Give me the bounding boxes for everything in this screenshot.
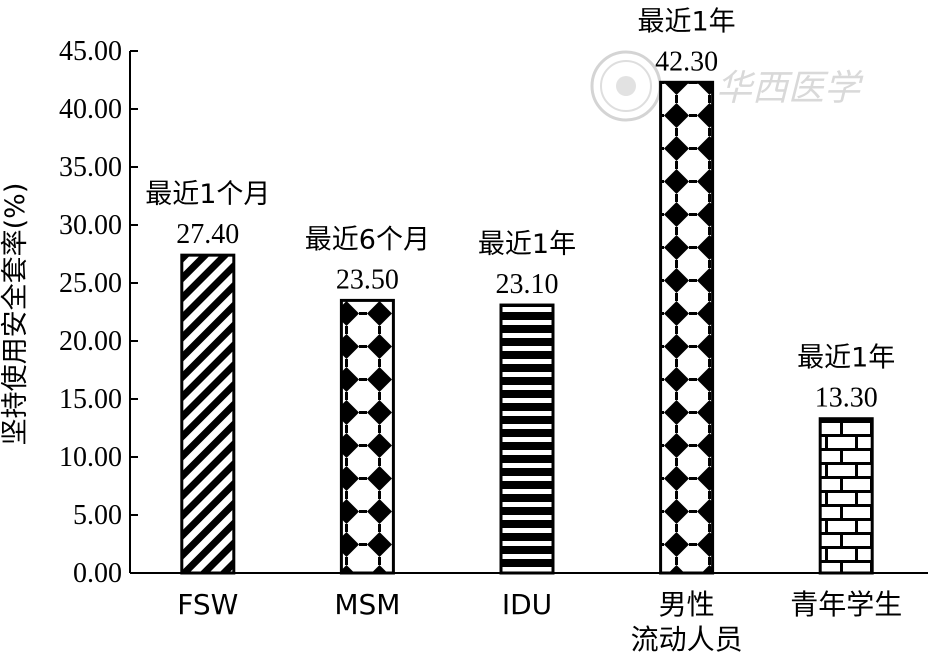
bar [659, 80, 715, 575]
y-tick-label: 0.00 [73, 558, 122, 589]
period-label: 最近6个月 [305, 224, 430, 255]
watermark-logo: 华西医学 [590, 50, 864, 122]
x-category-label: 流动人员 [631, 623, 743, 656]
bar [818, 417, 874, 575]
y-tick-label: 10.00 [59, 442, 122, 473]
y-tick-label: 5.00 [73, 500, 122, 531]
bar-labels: 27.40 最近1个月 23.50 最近6个月 23.10 最近1年 42.30 最近1年 13… [145, 6, 895, 413]
y-tick-label: 35.00 [59, 152, 122, 183]
watermark-text: 华西医学 [716, 68, 864, 109]
bar [180, 253, 236, 575]
bars [180, 80, 874, 575]
value-label: 23.10 [496, 269, 559, 300]
period-label: 最近1个月 [145, 179, 270, 210]
y-tick-label: 15.00 [59, 384, 122, 415]
x-category-label: IDU [502, 588, 552, 621]
y-tick-label: 30.00 [59, 210, 122, 241]
period-label: 最近1年 [478, 229, 576, 260]
x-category-label: 青年学生 [790, 588, 902, 621]
y-tick-label: 40.00 [59, 94, 122, 125]
x-category-label: MSM [334, 588, 400, 621]
value-label: 27.40 [176, 219, 239, 250]
x-category-label: 男性 [659, 588, 715, 621]
bar [339, 298, 395, 575]
bar [499, 303, 555, 575]
value-label: 13.30 [815, 383, 878, 414]
x-category-label: FSW [177, 588, 238, 621]
y-axis: 0.00 5.00 10.00 15.00 20.00 25.00 30.00 35.00 40… [59, 36, 138, 589]
value-label: 42.30 [655, 46, 718, 77]
y-axis-title: 坚持使用安全套率(%) [0, 183, 31, 446]
period-label: 最近1年 [797, 343, 895, 374]
value-label: 23.50 [336, 264, 399, 295]
y-tick-label: 20.00 [59, 326, 122, 357]
period-label: 最近1年 [638, 6, 736, 37]
y-tick-label: 45.00 [59, 36, 122, 67]
y-tick-label: 25.00 [59, 268, 122, 299]
